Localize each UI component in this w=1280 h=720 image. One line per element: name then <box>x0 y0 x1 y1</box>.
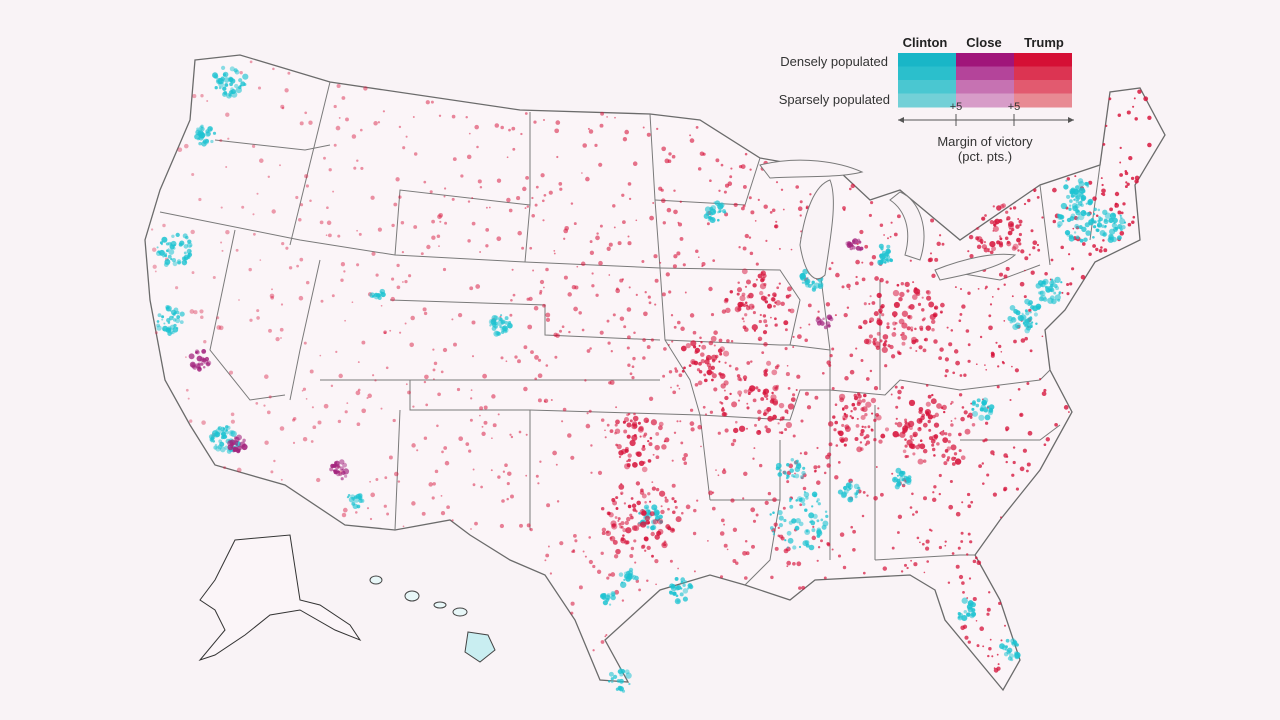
alaska-outline <box>198 534 362 662</box>
legend-swatch-close-0 <box>956 53 1014 67</box>
legend-margin-title: Margin of victory <box>937 134 1033 149</box>
legend-swatch-trump-2 <box>1014 80 1072 94</box>
legend-tick-left-label: +5 <box>950 101 963 113</box>
legend-swatch-clinton-2 <box>898 80 956 94</box>
legend-header-close: Close <box>966 35 1001 50</box>
legend: Clinton Close Trump Densely populated Sp… <box>779 35 1074 164</box>
legend-swatch-close-1 <box>956 66 1014 81</box>
hawaii-islands <box>369 575 496 663</box>
legend-swatch-close-2 <box>956 80 1014 94</box>
legend-tick-right-label: +5 <box>1008 101 1021 113</box>
legend-swatch-trump-0 <box>1014 53 1072 67</box>
great-lakes <box>759 159 1017 281</box>
legend-swatch-trump-1 <box>1014 66 1072 81</box>
legend-arrow-right <box>1068 117 1074 123</box>
legend-swatch-close-3 <box>956 93 1014 108</box>
legend-swatch-clinton-3 <box>898 93 956 108</box>
legend-swatch-trump-3 <box>1014 93 1072 108</box>
legend-header-trump: Trump <box>1024 35 1064 50</box>
legend-swatch-clinton-0 <box>898 53 956 67</box>
legend-swatch-clinton-1 <box>898 66 956 81</box>
vote-density-dots <box>150 60 1152 693</box>
legend-header-clinton: Clinton <box>903 35 948 50</box>
legend-color-grid <box>898 53 1072 108</box>
legend-sparsely-label: Sparsely populated <box>779 92 890 107</box>
legend-margin-units: (pct. pts.) <box>958 149 1012 164</box>
legend-arrow-left <box>898 117 904 123</box>
legend-densely-label: Densely populated <box>780 54 888 69</box>
